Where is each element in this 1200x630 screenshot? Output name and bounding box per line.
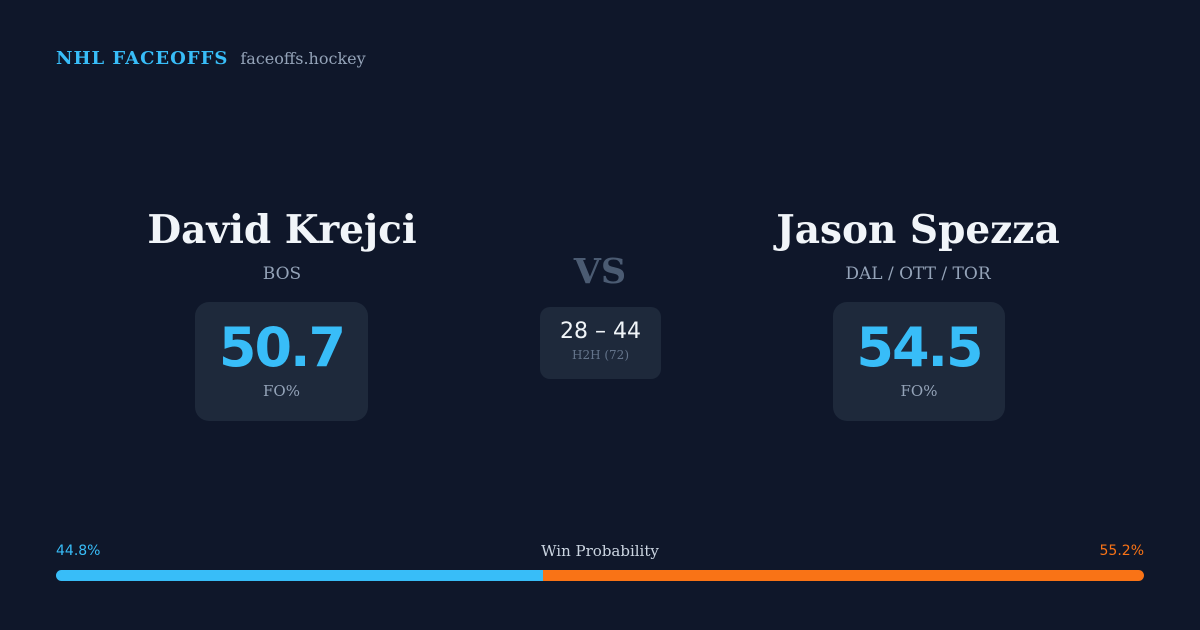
head-to-head-label: H2H (72) <box>571 348 629 362</box>
brand-site[interactable]: faceoffs.hockey <box>240 49 366 68</box>
left-player: David Krejci BOS <box>72 205 492 287</box>
win-probability-title: Win Probability <box>541 542 659 560</box>
win-probability-left-label: 44.8% <box>56 543 101 559</box>
versus-label: VS <box>573 251 627 292</box>
left-player-name: David Krejci <box>147 207 417 253</box>
left-player-fo-label: FO% <box>263 382 300 400</box>
win-probability-right-label: 55.2% <box>1099 543 1144 559</box>
right-player: Jason Spezza DAL / OTT / TOR <box>708 205 1128 287</box>
right-player-stat-card: 54.5 FO% <box>833 302 1005 421</box>
right-player-fo-label: FO% <box>900 382 938 400</box>
head-to-head-card: 28 – 44 H2H (72) <box>540 307 661 379</box>
brand-header: NHL FACEOFFS faceoffs.hockey <box>56 48 366 69</box>
right-player-fo-value: 54.5 <box>856 316 983 379</box>
win-probability-right-fill <box>543 570 1144 581</box>
left-player-fo-value: 50.7 <box>218 316 346 379</box>
left-player-stat-card: 50.7 FO% <box>195 302 368 421</box>
win-probability-left-fill <box>56 570 544 581</box>
right-player-team: DAL / OTT / TOR <box>845 264 991 284</box>
win-probability-bar <box>56 570 1144 581</box>
right-player-name: Jason Spezza <box>776 207 1060 253</box>
head-to-head-score: 28 – 44 <box>560 319 641 344</box>
left-player-team: BOS <box>262 264 302 284</box>
brand-name[interactable]: NHL FACEOFFS <box>56 48 229 69</box>
